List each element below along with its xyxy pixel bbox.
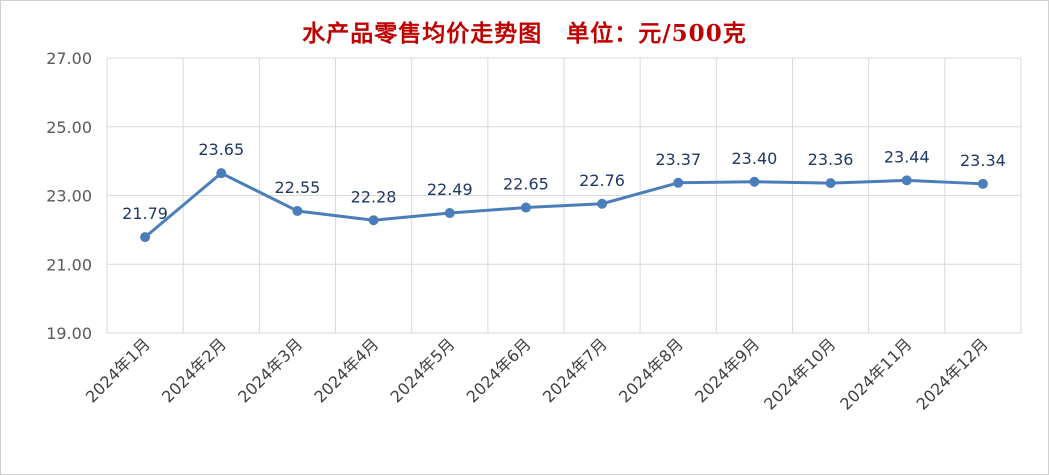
- data-label-3: 22.28: [351, 187, 397, 206]
- x-tick-label-5: 2024年6月: [463, 334, 535, 406]
- y-tick-label-1: 21.00: [46, 255, 92, 274]
- x-tick-label-9: 2024年10月: [760, 334, 839, 413]
- data-label-5: 22.65: [503, 175, 549, 194]
- chart-title: 水产品零售均价走势图 单位：元/500克: [302, 20, 747, 47]
- x-tick-label-6: 2024年7月: [539, 334, 611, 406]
- data-label-11: 23.34: [960, 151, 1006, 170]
- data-point-6: [597, 198, 608, 209]
- data-point-5: [520, 202, 531, 213]
- data-label-2: 22.55: [275, 178, 321, 197]
- data-point-1: [216, 168, 227, 179]
- x-tick-label-7: 2024年8月: [615, 334, 687, 406]
- data-label-10: 23.44: [884, 147, 930, 166]
- x-tick-label-0: 2024年1月: [82, 334, 154, 406]
- data-label-6: 22.76: [579, 171, 625, 190]
- y-tick-label-2: 23.00: [46, 187, 92, 206]
- data-point-9: [825, 178, 836, 189]
- x-tick-label-4: 2024年5月: [387, 334, 459, 406]
- data-label-1: 23.65: [198, 140, 244, 159]
- data-point-11: [977, 178, 988, 189]
- x-tick-label-3: 2024年4月: [310, 334, 382, 406]
- series-line: [143, 171, 985, 239]
- x-tick-label-2: 2024年3月: [234, 334, 306, 406]
- y-tick-label-4: 27.00: [46, 49, 92, 68]
- data-point-3: [368, 215, 379, 226]
- data-label-7: 23.37: [655, 150, 701, 169]
- x-tick-label-1: 2024年2月: [158, 334, 230, 406]
- x-tick-label-8: 2024年9月: [691, 334, 763, 406]
- data-point-7: [673, 177, 684, 188]
- data-label-9: 23.36: [808, 150, 854, 169]
- x-tick-label-11: 2024年12月: [912, 334, 991, 413]
- data-point-0: [140, 232, 151, 243]
- data-label-0: 21.79: [122, 204, 168, 223]
- data-label-8: 23.40: [732, 149, 778, 168]
- y-tick-label-3: 25.00: [46, 118, 92, 137]
- y-tick-label-0: 19.00: [46, 324, 92, 343]
- data-point-8: [749, 176, 760, 187]
- data-point-2: [292, 205, 303, 216]
- data-point-10: [901, 175, 912, 186]
- data-point-4: [444, 208, 455, 219]
- data-label-4: 22.49: [427, 180, 473, 199]
- x-tick-label-10: 2024年11月: [836, 334, 915, 413]
